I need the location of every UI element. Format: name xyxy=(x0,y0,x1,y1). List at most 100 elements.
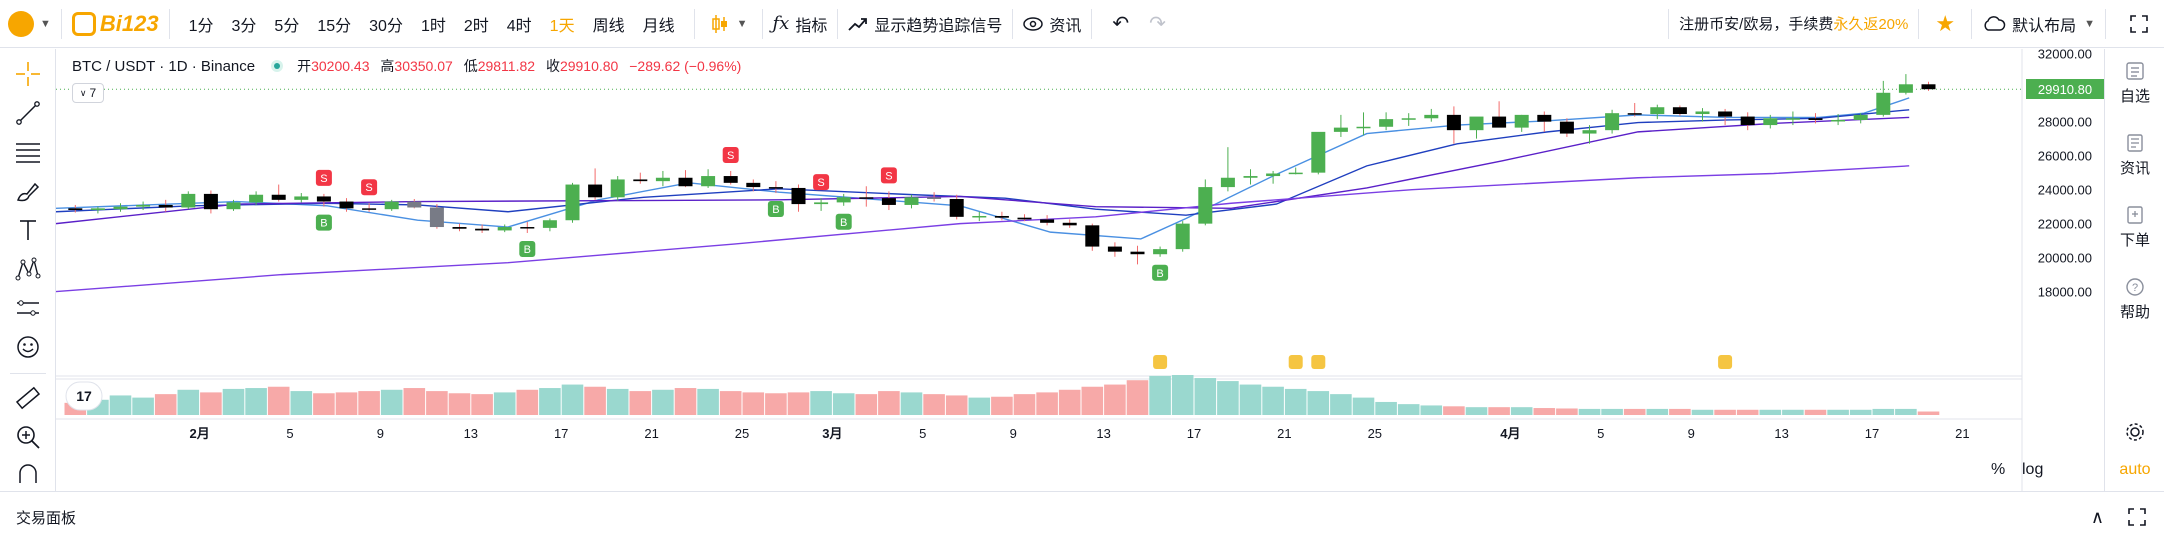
volume-bar xyxy=(652,389,674,415)
chevron-up-icon[interactable]: ∧ xyxy=(2090,506,2104,527)
interval-button-5[interactable]: 1时 xyxy=(420,17,446,35)
interval-button-1[interactable]: 3分 xyxy=(231,17,257,35)
marker-bg xyxy=(880,167,897,184)
fullscreen-button[interactable] xyxy=(2130,14,2148,33)
volume-bar xyxy=(516,389,539,415)
candle-body xyxy=(520,227,535,229)
interval-button-9[interactable]: 周线 xyxy=(592,17,625,35)
crosshair-tool[interactable] xyxy=(12,58,44,90)
symbol-title[interactable]: BTC / USDT · 1D · Binance xyxy=(72,57,256,75)
magnet-tool[interactable] xyxy=(12,463,44,485)
candle xyxy=(1876,80,1891,117)
x-tick-label: 9 xyxy=(1688,426,1695,441)
auto-scale-button[interactable]: auto xyxy=(2119,461,2151,478)
candle-body xyxy=(1220,177,1235,188)
candle xyxy=(1333,114,1348,137)
prediction-tool[interactable] xyxy=(12,292,44,324)
news-panel-button[interactable]: 资讯 xyxy=(2105,133,2164,178)
news-button[interactable]: 资讯 xyxy=(1023,12,1081,36)
logo[interactable]: Bi123 xyxy=(71,11,159,37)
volume-bar xyxy=(539,388,561,415)
text-tool[interactable] xyxy=(12,214,44,246)
smiley-icon xyxy=(17,336,39,358)
candle xyxy=(655,170,670,187)
candle-body xyxy=(1040,219,1055,223)
avatar-button[interactable]: ▼ xyxy=(8,10,51,37)
candle xyxy=(859,186,874,207)
volume-bar xyxy=(1284,388,1307,415)
percent-scale-button[interactable]: % xyxy=(1991,461,2006,478)
help-button[interactable]: ? 帮助 xyxy=(2105,277,2164,322)
marker-label: B xyxy=(1156,268,1163,280)
chart-type-button[interactable]: ▼ xyxy=(709,13,748,35)
pattern-tool[interactable] xyxy=(12,253,44,285)
interval-button-3[interactable]: 15分 xyxy=(317,17,352,35)
interval-button-10[interactable]: 月线 xyxy=(642,17,675,35)
interval-button-2[interactable]: 5分 xyxy=(274,17,300,35)
candle xyxy=(1130,245,1145,265)
candle-body xyxy=(1130,251,1145,255)
price-chart[interactable]: S B S B S B S B S B 17 18000.00 20000.00 22000.00 240… xyxy=(56,49,2104,491)
candle xyxy=(1311,131,1326,175)
favorite-button[interactable]: ★ xyxy=(1935,11,1955,37)
candle xyxy=(881,191,896,211)
indicators-label: 指标 xyxy=(795,17,828,35)
candle xyxy=(226,199,241,211)
open-label: 开 xyxy=(297,58,312,74)
maximize-panel-icon[interactable] xyxy=(2128,508,2146,526)
candle xyxy=(520,221,535,233)
volume-bar xyxy=(245,388,267,415)
indicator-collapse-button[interactable]: ∨ 7 xyxy=(72,83,104,103)
indicators-button[interactable]: ƒx 指标 xyxy=(773,12,828,36)
candle xyxy=(678,170,693,188)
candle-body xyxy=(904,197,919,205)
candle-body xyxy=(249,194,264,203)
interval-button-6[interactable]: 2时 xyxy=(463,17,489,35)
order-button[interactable]: 下单 xyxy=(2105,205,2164,250)
x-tick-label: 5 xyxy=(1597,426,1604,441)
divider xyxy=(2105,8,2106,39)
candle xyxy=(542,218,557,232)
volume-bar xyxy=(968,397,991,415)
volume-bar xyxy=(810,391,832,415)
ma-line-3 xyxy=(56,165,1910,293)
trendline-tool[interactable] xyxy=(12,97,44,129)
promo-link[interactable]: 注册币安/欧易，手续费 永久返20% xyxy=(1679,13,1908,34)
order-label: 下单 xyxy=(2119,232,2150,249)
ruler-tool[interactable] xyxy=(12,382,44,414)
brush-tool[interactable] xyxy=(12,175,44,207)
candle xyxy=(249,191,264,205)
zoom-tool[interactable] xyxy=(12,421,44,453)
redo-button[interactable]: ↷ xyxy=(1149,13,1166,35)
volume-bar xyxy=(1465,407,1488,415)
candles xyxy=(68,74,1936,265)
volume-bar xyxy=(1081,386,1104,415)
interval-button-8[interactable]: 1天 xyxy=(549,17,575,35)
x-tick-label: 9 xyxy=(1010,426,1017,441)
x-tick-label: 17 xyxy=(554,426,568,441)
volume-bar xyxy=(1646,408,1669,415)
candle xyxy=(1040,215,1055,226)
candle-body xyxy=(542,220,557,228)
fib-tool[interactable] xyxy=(12,136,44,168)
layout-button[interactable]: 默认布局 ▼ xyxy=(1982,12,2095,36)
candle xyxy=(1401,113,1416,126)
candle-body xyxy=(1763,118,1778,126)
interval-button-7[interactable]: 4时 xyxy=(506,17,532,35)
ma-line-0 xyxy=(56,97,1910,240)
undo-button[interactable]: ↶ xyxy=(1112,13,1130,35)
interval-button-0[interactable]: 1分 xyxy=(188,17,214,35)
x-tick-label: 25 xyxy=(1368,426,1382,441)
trading-panel-tab[interactable]: 交易面板 xyxy=(16,509,77,527)
signal-button[interactable]: 显示趋势追踪信号 xyxy=(848,12,1002,36)
x-tick-label: 5 xyxy=(919,426,926,441)
x-tick-label: 17 xyxy=(1187,426,1201,441)
interval-button-4[interactable]: 30分 xyxy=(369,17,403,35)
watchlist-button[interactable]: 自选 xyxy=(2105,61,2164,106)
settings-button[interactable] xyxy=(2105,421,2164,447)
log-scale-button[interactable]: log xyxy=(2022,461,2044,478)
candle xyxy=(927,192,942,202)
candle-body xyxy=(1876,92,1891,115)
emoji-tool[interactable] xyxy=(12,331,44,363)
chevron-down-icon: ▼ xyxy=(2084,17,2095,30)
